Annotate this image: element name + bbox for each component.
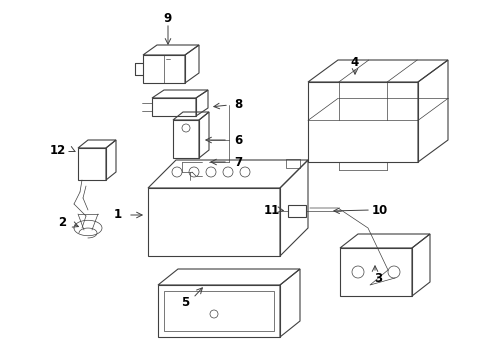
Text: 1: 1 <box>114 208 122 221</box>
Text: 12: 12 <box>50 144 66 157</box>
Text: 2: 2 <box>58 216 66 229</box>
Text: 10: 10 <box>371 203 387 216</box>
Text: 11: 11 <box>264 203 280 216</box>
Text: 8: 8 <box>233 99 242 112</box>
Text: 9: 9 <box>163 12 172 24</box>
Bar <box>285 159 299 168</box>
Text: 3: 3 <box>373 271 381 284</box>
Text: 7: 7 <box>233 156 242 168</box>
Text: 6: 6 <box>233 134 242 147</box>
Text: 4: 4 <box>350 55 358 68</box>
Text: 5: 5 <box>181 296 189 309</box>
